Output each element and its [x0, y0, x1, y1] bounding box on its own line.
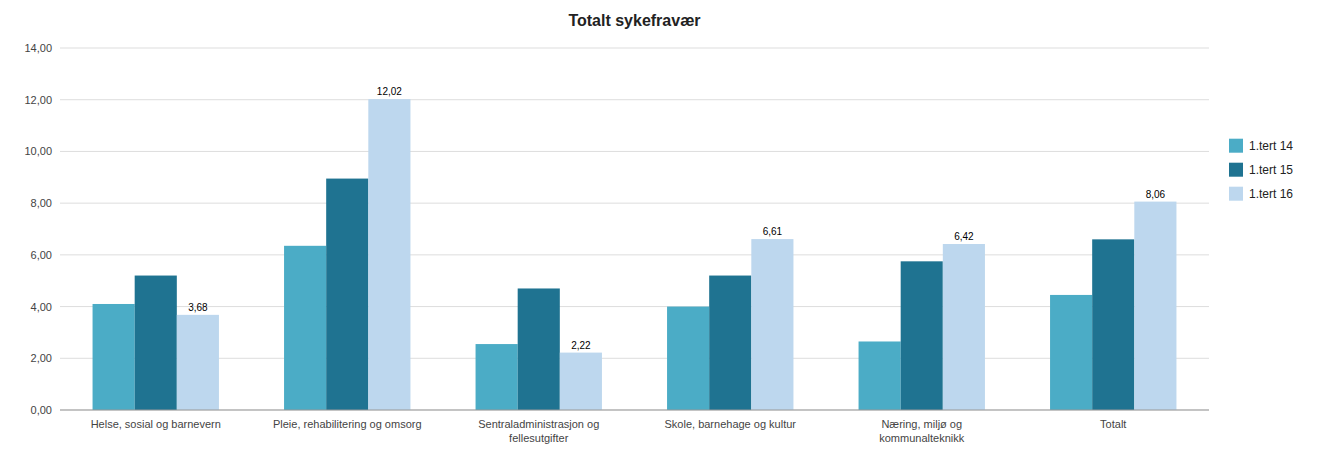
bar [901, 261, 943, 410]
bar [1050, 295, 1092, 410]
legend: 1.tert 14 1.tert 15 1.tert 16 [1229, 139, 1293, 201]
y-grid [60, 48, 1209, 410]
grid-line [60, 306, 1209, 307]
bar [135, 276, 177, 410]
legend-swatch [1229, 163, 1243, 177]
bar [368, 99, 410, 410]
y-tick-label: 2,00 [31, 352, 52, 364]
x-tick-label: Helse, sosial og barnevern [91, 418, 221, 430]
legend-swatch [1229, 139, 1243, 153]
legend-swatch [1229, 187, 1243, 201]
grid-line [60, 151, 1209, 152]
bar [859, 341, 901, 410]
x-tick-label: Næring, miljø ogkommunalteknikk [879, 418, 964, 444]
bar [667, 307, 709, 410]
x-tick-label: Pleie, rehabilitering og omsorg [273, 418, 422, 430]
chart-title: Totalt sykefravær [568, 12, 700, 29]
bar [518, 288, 560, 410]
data-label: 6,42 [954, 231, 974, 242]
bar [476, 344, 518, 410]
x-tick-label: Sentraladministrasjon ogfellesutgifter [478, 418, 599, 444]
grid-line [60, 410, 1209, 411]
bar [93, 304, 135, 410]
y-tick-label: 0,00 [31, 404, 52, 416]
grid-line [60, 254, 1209, 255]
legend-label: 1.tert 14 [1249, 139, 1293, 153]
bar [177, 315, 219, 410]
chart-svg: Totalt sykefravær 0,00 2,00 4,00 6,00 8,00 10,… [0, 0, 1339, 468]
x-tick-label: Skole, barnehage og kultur [665, 418, 797, 430]
data-label: 6,61 [763, 226, 783, 237]
y-tick-label: 10,00 [24, 145, 52, 157]
bar [709, 276, 751, 410]
data-label: 2,22 [571, 340, 591, 351]
y-tick-label: 14,00 [24, 42, 52, 54]
data-label: 12,02 [377, 86, 402, 97]
grid-line [60, 358, 1209, 359]
x-tick-label: Totalt [1100, 418, 1126, 430]
data-label: 8,06 [1146, 189, 1166, 200]
bar [751, 239, 793, 410]
bar [1134, 202, 1176, 410]
bars [93, 99, 1177, 410]
grid-line [60, 99, 1209, 100]
y-tick-label: 4,00 [31, 301, 52, 313]
y-tick-label: 12,00 [24, 94, 52, 106]
x-axis-line [60, 410, 1209, 411]
bar [1092, 239, 1134, 410]
legend-label: 1.tert 16 [1249, 187, 1293, 201]
bar [284, 246, 326, 410]
grid-line [60, 48, 1209, 49]
grid-line [60, 203, 1209, 204]
data-label: 3,68 [188, 302, 208, 313]
y-tick-label: 8,00 [31, 197, 52, 209]
data-labels: 3,68 12,02 2,22 6,61 6,42 8,06 [188, 86, 1165, 350]
bar [943, 244, 985, 410]
chart-container: Totalt sykefravær 0,00 2,00 4,00 6,00 8,00 10,… [0, 0, 1339, 468]
bar [560, 353, 602, 410]
y-tick-label: 6,00 [31, 249, 52, 261]
legend-label: 1.tert 15 [1249, 163, 1293, 177]
bar [326, 179, 368, 410]
